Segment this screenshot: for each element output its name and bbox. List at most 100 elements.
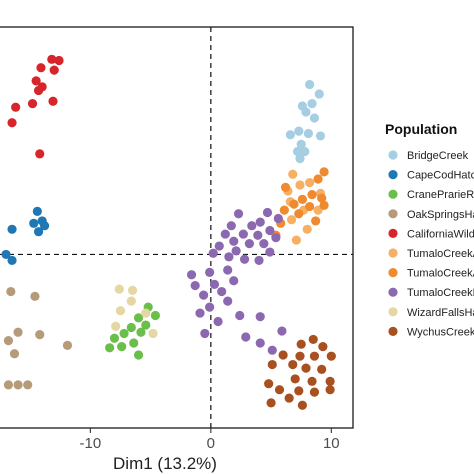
data-point-series-2 bbox=[141, 320, 151, 330]
legend-label: CranePrarieRe bbox=[407, 189, 474, 201]
data-point-series-9 bbox=[288, 359, 298, 370]
data-point-series-4 bbox=[31, 76, 41, 86]
data-point-series-0 bbox=[295, 154, 305, 164]
data-point-series-7 bbox=[199, 290, 209, 300]
legend-marker bbox=[388, 209, 398, 219]
reference-lines bbox=[0, 27, 353, 428]
legend: Population BridgeCreek CapeCodHatc CranePr… bbox=[385, 121, 474, 338]
data-point-series-2 bbox=[133, 350, 144, 360]
data-point-series-9 bbox=[295, 351, 305, 361]
data-point-series-9 bbox=[284, 393, 294, 403]
plot-background bbox=[0, 27, 353, 428]
legend-label: TumaloCreekA bbox=[407, 248, 474, 260]
data-point-series-4 bbox=[7, 118, 17, 128]
data-point-series-9 bbox=[290, 374, 300, 384]
data-point-series-7 bbox=[224, 252, 234, 262]
data-point-series-9 bbox=[325, 376, 335, 386]
data-point-series-0 bbox=[314, 89, 324, 99]
data-point-series-7 bbox=[208, 248, 218, 258]
data-point-series-7 bbox=[238, 229, 248, 239]
data-point-series-9 bbox=[274, 385, 285, 395]
data-point-series-5 bbox=[291, 235, 301, 245]
data-point-series-8 bbox=[148, 328, 158, 339]
legend-label: OakSpringsHa bbox=[407, 209, 474, 221]
data-point-series-6 bbox=[313, 174, 323, 184]
data-point-series-7 bbox=[253, 230, 263, 240]
legend-label: TumaloCreekF bbox=[407, 287, 474, 299]
data-point-series-1 bbox=[29, 218, 39, 228]
data-point-series-0 bbox=[309, 113, 320, 123]
data-point-series-5 bbox=[302, 224, 312, 234]
data-point-series-9 bbox=[264, 379, 274, 389]
data-point-series-6 bbox=[289, 199, 299, 209]
data-point-series-7 bbox=[271, 233, 281, 243]
data-point-series-2 bbox=[117, 342, 127, 352]
data-point-series-7 bbox=[200, 328, 210, 339]
data-point-series-6 bbox=[305, 201, 315, 212]
data-points bbox=[1, 54, 336, 410]
data-point-series-7 bbox=[262, 207, 273, 218]
data-point-series-6 bbox=[297, 194, 307, 204]
legend-marker bbox=[388, 170, 398, 180]
data-point-series-6 bbox=[311, 216, 321, 226]
data-point-series-0 bbox=[285, 130, 295, 140]
data-point-series-8 bbox=[126, 296, 136, 306]
data-point-series-6 bbox=[280, 182, 291, 192]
data-point-series-3 bbox=[9, 349, 20, 359]
data-point-series-4 bbox=[33, 85, 44, 96]
data-point-series-5 bbox=[295, 180, 305, 190]
x-tick-label: 0 bbox=[207, 435, 215, 452]
data-point-series-7 bbox=[255, 312, 265, 322]
data-point-series-3 bbox=[13, 380, 23, 390]
data-point-series-3 bbox=[13, 327, 23, 337]
data-point-series-7 bbox=[247, 221, 257, 231]
data-point-series-8 bbox=[141, 308, 151, 318]
data-point-series-9 bbox=[296, 339, 306, 349]
data-point-series-8 bbox=[127, 285, 138, 295]
legend-marker bbox=[388, 287, 398, 297]
legend-marker bbox=[388, 326, 398, 336]
data-point-series-7 bbox=[255, 338, 265, 348]
x-axis-title: Dim1 (13.2%) bbox=[113, 454, 217, 473]
data-point-series-9 bbox=[294, 386, 304, 396]
data-point-series-8 bbox=[111, 321, 121, 331]
data-point-series-4 bbox=[48, 96, 58, 106]
data-point-series-7 bbox=[233, 209, 244, 219]
data-point-series-9 bbox=[317, 364, 327, 374]
data-point-series-1 bbox=[1, 249, 11, 260]
legend-marker bbox=[388, 189, 398, 199]
data-point-series-7 bbox=[220, 229, 230, 239]
data-point-series-7 bbox=[235, 310, 245, 321]
data-point-series-7 bbox=[229, 276, 239, 286]
data-point-series-7 bbox=[217, 286, 227, 297]
data-point-series-9 bbox=[297, 400, 307, 410]
data-point-series-3 bbox=[23, 380, 33, 390]
data-point-series-0 bbox=[307, 99, 317, 109]
data-point-series-3 bbox=[30, 291, 40, 301]
data-point-series-7 bbox=[226, 221, 236, 231]
data-point-series-9 bbox=[326, 351, 336, 361]
data-point-series-6 bbox=[294, 209, 304, 219]
data-point-series-7 bbox=[205, 302, 215, 312]
data-point-series-3 bbox=[35, 330, 45, 340]
data-point-series-6 bbox=[317, 193, 327, 203]
data-point-series-1 bbox=[32, 206, 42, 216]
data-point-series-9 bbox=[307, 376, 317, 386]
data-point-series-6 bbox=[307, 189, 317, 200]
legend-marker bbox=[388, 150, 398, 160]
data-point-series-9 bbox=[266, 398, 276, 408]
data-point-series-6 bbox=[319, 200, 329, 210]
data-point-series-7 bbox=[273, 213, 283, 224]
data-point-series-7 bbox=[265, 247, 275, 257]
data-point-series-7 bbox=[214, 241, 224, 251]
data-point-series-7 bbox=[259, 239, 269, 249]
data-point-series-5 bbox=[305, 178, 315, 188]
legend-marker bbox=[388, 268, 398, 278]
data-point-series-7 bbox=[244, 239, 254, 249]
data-point-series-1 bbox=[33, 227, 44, 237]
data-point-series-2 bbox=[129, 338, 139, 348]
data-point-series-7 bbox=[229, 236, 239, 246]
data-point-series-4 bbox=[36, 63, 46, 73]
data-point-series-9 bbox=[301, 363, 311, 373]
